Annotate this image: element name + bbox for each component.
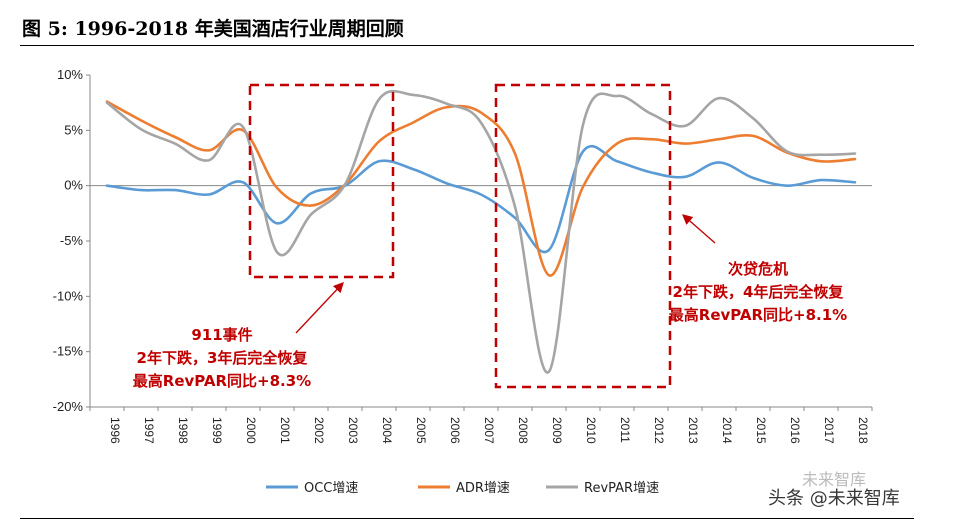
- y-axis: 10% 5% 0% -5% -10% -15% -20%: [53, 67, 91, 414]
- y-tick-label: 0%: [64, 178, 83, 193]
- x-tick-label: 2000: [244, 417, 258, 444]
- x-tick-label: 2008: [516, 417, 530, 444]
- y-tick-label: -20%: [53, 399, 84, 414]
- legend-label-2: RevPAR增速: [584, 481, 659, 496]
- y-tick-label: 10%: [57, 67, 83, 82]
- x-tick-label: 1999: [210, 417, 224, 444]
- event-box-911: [248, 83, 395, 279]
- title-rule: [20, 45, 914, 46]
- arrow-subprime: [682, 214, 716, 244]
- annotation-line: 最高RevPAR同比+8.3%: [133, 372, 311, 390]
- arrow-911: [295, 282, 344, 334]
- x-tick-label: 2007: [482, 417, 496, 444]
- series-line-2: [105, 89, 857, 374]
- y-tick-label: -15%: [53, 344, 84, 359]
- x-tick-label: 1996: [108, 417, 122, 444]
- watermark-ghost: 未来智库: [802, 470, 867, 489]
- legend-label-0: OCC增速: [304, 481, 358, 496]
- series-line-1: [105, 100, 857, 277]
- y-tick-label: 5%: [64, 122, 83, 137]
- x-tick-label: 2004: [380, 417, 394, 444]
- x-tick-label: 2014: [720, 417, 734, 444]
- annotation-line: 2年下跌，4年后完全恢复: [673, 283, 845, 301]
- x-tick-label: 1998: [176, 417, 190, 444]
- x-tick-label: 2018: [856, 417, 870, 444]
- x-tick-label: 2003: [346, 417, 360, 444]
- watermark: 头条 @未来智库: [768, 488, 900, 509]
- figure-title: 图 5: 1996-2018 年美国酒店行业周期回顾: [22, 18, 404, 40]
- x-tick-label: 2016: [788, 417, 802, 444]
- x-tick-label: 2009: [550, 417, 564, 444]
- x-tick-label: 1997: [142, 417, 156, 444]
- x-tick-label: 2005: [414, 417, 428, 444]
- x-tick-label: 2012: [652, 417, 666, 444]
- x-tick-label: 2011: [618, 417, 632, 443]
- x-tick-label: 2006: [448, 417, 462, 444]
- event-box-subprime: [494, 83, 672, 389]
- x-tick-label: 2015: [754, 417, 768, 444]
- x-tick-label: 2017: [822, 417, 836, 444]
- legend: OCC增速 ADR增速 RevPAR增速: [266, 481, 659, 496]
- x-tick-label: 2002: [312, 417, 326, 444]
- annotation-line: 次贷危机: [728, 260, 788, 278]
- series-line-0: [105, 144, 857, 254]
- bottom-rule: [20, 518, 914, 519]
- annotation-line: 911事件: [191, 326, 252, 344]
- y-tick-label: -5%: [60, 233, 84, 248]
- x-axis: 1996 1997 1998 1999 2000 2001 2002 2003 2004 2005…: [89, 406, 873, 444]
- x-tick-label: 2010: [584, 417, 598, 444]
- annotation-line: 2年下跌，3年后完全恢复: [137, 349, 309, 367]
- annotation-line: 最高RevPAR同比+8.1%: [669, 306, 847, 324]
- series-lines: [105, 89, 857, 374]
- x-tick-label: 2001: [278, 417, 292, 444]
- event-boxes: [248, 83, 716, 389]
- legend-label-1: ADR增速: [456, 481, 510, 496]
- y-tick-label: -10%: [53, 288, 84, 303]
- x-tick-label: 2013: [686, 417, 700, 444]
